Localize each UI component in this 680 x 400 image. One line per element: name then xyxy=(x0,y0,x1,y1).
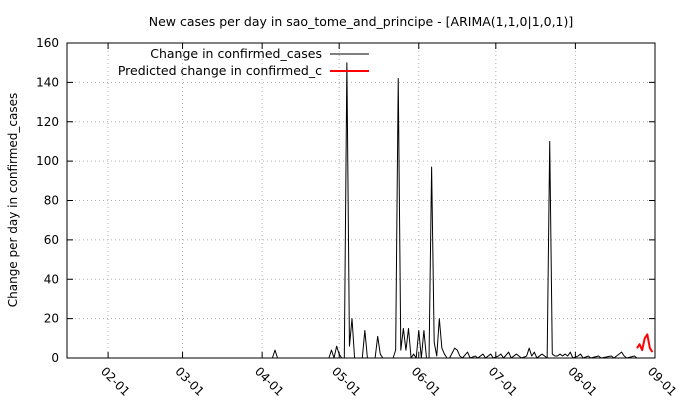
y-tick-label: 0 xyxy=(51,351,59,365)
series-line-confirmed xyxy=(82,62,638,359)
y-tick-label: 20 xyxy=(44,312,59,326)
y-tick-label: 80 xyxy=(44,194,59,208)
y-tick-label: 140 xyxy=(36,75,59,89)
series-line-predicted xyxy=(636,333,654,353)
x-tick-label: 04-01 xyxy=(252,364,287,399)
legend-label-predicted: Predicted change in confirmed_c xyxy=(118,63,322,78)
y-tick-label: 100 xyxy=(36,154,59,168)
legend-label-confirmed: Change in confirmed_cases xyxy=(150,46,322,61)
x-tick-label: 09-01 xyxy=(645,364,680,399)
x-tick-label: 05-01 xyxy=(329,364,364,399)
series xyxy=(82,62,654,359)
x-tick-label: 02-01 xyxy=(98,364,133,399)
x-tick-label: 08-01 xyxy=(565,364,600,399)
grid xyxy=(67,43,656,358)
y-tick-label: 40 xyxy=(44,272,59,286)
y-tick-label: 120 xyxy=(36,115,59,129)
x-tick-label: 03-01 xyxy=(172,364,207,399)
axes: 0 20 40 60 80 100 120 140 160 02-01 03-01 04-01 05-0… xyxy=(36,36,679,399)
legend: Change in confirmed_cases Predicted chan… xyxy=(118,46,369,78)
x-tick-label: 06-01 xyxy=(409,364,444,399)
y-tick-label: 160 xyxy=(36,36,59,50)
chart-title: New cases per day in sao_tome_and_princi… xyxy=(149,14,574,29)
y-axis-label: Change per day in confirmed_cases xyxy=(6,93,20,308)
x-tick-label: 07-01 xyxy=(486,364,521,399)
y-tick-label: 60 xyxy=(44,233,59,247)
